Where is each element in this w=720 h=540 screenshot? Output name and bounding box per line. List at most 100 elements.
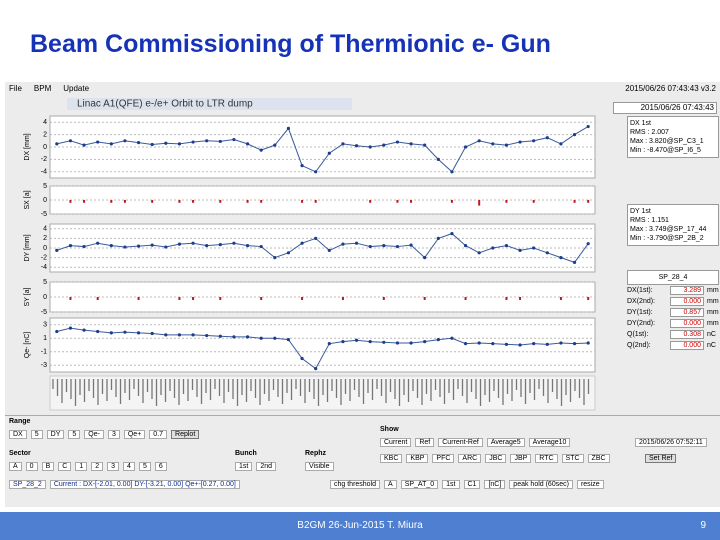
show-row2: KBC KBP PFC ARC JBC JBP RTC STC ZBC bbox=[380, 454, 610, 463]
control[interactable]: Average5 bbox=[486, 438, 525, 447]
control[interactable]: STC bbox=[561, 454, 584, 463]
control[interactable]: ARC bbox=[458, 454, 482, 463]
point bbox=[164, 333, 168, 337]
point bbox=[109, 142, 113, 146]
control[interactable]: 0.7 bbox=[149, 430, 168, 439]
control[interactable]: SP_AT_0 bbox=[400, 480, 439, 489]
trace bbox=[56, 327, 589, 370]
point bbox=[450, 232, 454, 236]
point bbox=[109, 331, 113, 335]
control[interactable]: Qe- bbox=[84, 430, 104, 439]
bar bbox=[151, 200, 154, 203]
bar bbox=[587, 200, 590, 203]
control[interactable]: chg threshold bbox=[330, 480, 381, 489]
control[interactable]: B bbox=[41, 462, 55, 471]
control[interactable]: ZBC bbox=[587, 454, 610, 463]
control[interactable]: C1 bbox=[463, 480, 481, 489]
trace bbox=[56, 126, 589, 173]
y-tick-label: 2 bbox=[43, 235, 47, 242]
control[interactable]: C bbox=[58, 462, 72, 471]
control[interactable]: 1 bbox=[75, 462, 88, 471]
control[interactable]: peak hold (60sec) bbox=[509, 480, 573, 489]
bar bbox=[192, 200, 195, 203]
control[interactable]: PFC bbox=[432, 454, 455, 463]
point bbox=[382, 244, 386, 248]
point bbox=[463, 244, 468, 248]
point bbox=[55, 329, 59, 334]
point bbox=[327, 342, 331, 346]
point bbox=[409, 341, 413, 345]
control[interactable]: resize bbox=[576, 480, 604, 489]
control[interactable]: JBC bbox=[485, 454, 507, 463]
bpm-row: Q(2nd): 0.000 nC bbox=[627, 341, 720, 350]
point bbox=[477, 341, 481, 345]
point bbox=[532, 246, 536, 250]
control[interactable]: [nC] bbox=[484, 480, 506, 489]
bpm-value: 0.000 bbox=[670, 319, 704, 328]
control[interactable]: 5 bbox=[68, 430, 81, 439]
control[interactable]: RTC bbox=[535, 454, 558, 463]
control[interactable]: 3 bbox=[107, 430, 120, 439]
point bbox=[395, 140, 400, 144]
control[interactable]: A bbox=[384, 480, 397, 489]
plot-title-bg bbox=[67, 98, 352, 110]
button[interactable]: Replot bbox=[171, 430, 200, 439]
point bbox=[395, 341, 400, 345]
control[interactable]: 0 bbox=[25, 462, 38, 471]
control[interactable]: KBP bbox=[406, 454, 429, 463]
control[interactable]: 2 bbox=[91, 462, 104, 471]
point bbox=[314, 367, 318, 371]
menu-item[interactable]: Update bbox=[63, 84, 90, 93]
time: 2015/06/26 07:52:11 bbox=[635, 438, 707, 447]
point bbox=[164, 141, 168, 145]
control[interactable]: KBC bbox=[380, 454, 403, 463]
y-tick-label: -4 bbox=[41, 169, 47, 176]
menu-item[interactable]: BPM bbox=[33, 84, 52, 93]
show-row1: Current Ref Current-Ref Average5 Average10 bbox=[380, 438, 571, 447]
point bbox=[82, 328, 86, 332]
bar bbox=[178, 297, 181, 300]
control[interactable]: 6 bbox=[154, 462, 167, 471]
point bbox=[450, 170, 454, 174]
control[interactable]: A bbox=[9, 462, 22, 471]
point bbox=[572, 260, 577, 264]
bpm-unit: mm bbox=[707, 287, 719, 294]
control[interactable]: 3 bbox=[107, 462, 120, 471]
point bbox=[55, 142, 59, 146]
control[interactable]: Current bbox=[380, 438, 412, 447]
control[interactable]: Qe+ bbox=[123, 430, 146, 439]
bar bbox=[532, 200, 535, 203]
control[interactable]: Average10 bbox=[528, 438, 571, 447]
point bbox=[518, 248, 522, 252]
control[interactable]: 5 bbox=[138, 462, 151, 471]
control[interactable]: 1st bbox=[442, 480, 460, 489]
control[interactable]: JBP bbox=[510, 454, 532, 463]
version: 2015/06/26 07:43:43 v3.2 bbox=[625, 84, 716, 93]
point bbox=[559, 142, 563, 146]
menu-item[interactable]: File bbox=[9, 84, 22, 93]
bunch-label: Bunch bbox=[235, 450, 257, 457]
y-tick-label: -1 bbox=[41, 349, 47, 356]
control[interactable]: Ref bbox=[415, 438, 435, 447]
y-tick-label: 1 bbox=[43, 335, 47, 342]
control[interactable]: 4 bbox=[123, 462, 135, 471]
control[interactable]: Current-Ref bbox=[438, 438, 483, 447]
point bbox=[368, 340, 372, 344]
y-tick-label: 5 bbox=[43, 183, 47, 190]
point bbox=[177, 242, 182, 246]
control[interactable]: 1st bbox=[235, 462, 253, 471]
control[interactable]: DY bbox=[46, 430, 65, 439]
y-tick-label: -5 bbox=[41, 309, 47, 316]
bpm-label: Q(2nd): bbox=[627, 342, 651, 349]
control[interactable]: Visible bbox=[305, 462, 334, 471]
bpm-label: DX(2nd): bbox=[627, 298, 656, 305]
info-line: Max : 3.820@SP_C3_1 bbox=[630, 138, 704, 145]
y-tick-label: 0 bbox=[43, 294, 47, 301]
control[interactable]: DX bbox=[9, 430, 27, 439]
control[interactable]: 2nd bbox=[256, 462, 277, 471]
bar bbox=[96, 297, 99, 300]
button[interactable]: Set Ref bbox=[645, 454, 677, 463]
control[interactable]: 5 bbox=[30, 430, 43, 439]
y-axis-label: DX [mm] bbox=[24, 133, 31, 160]
set-ref[interactable]: Set Ref bbox=[645, 454, 677, 463]
